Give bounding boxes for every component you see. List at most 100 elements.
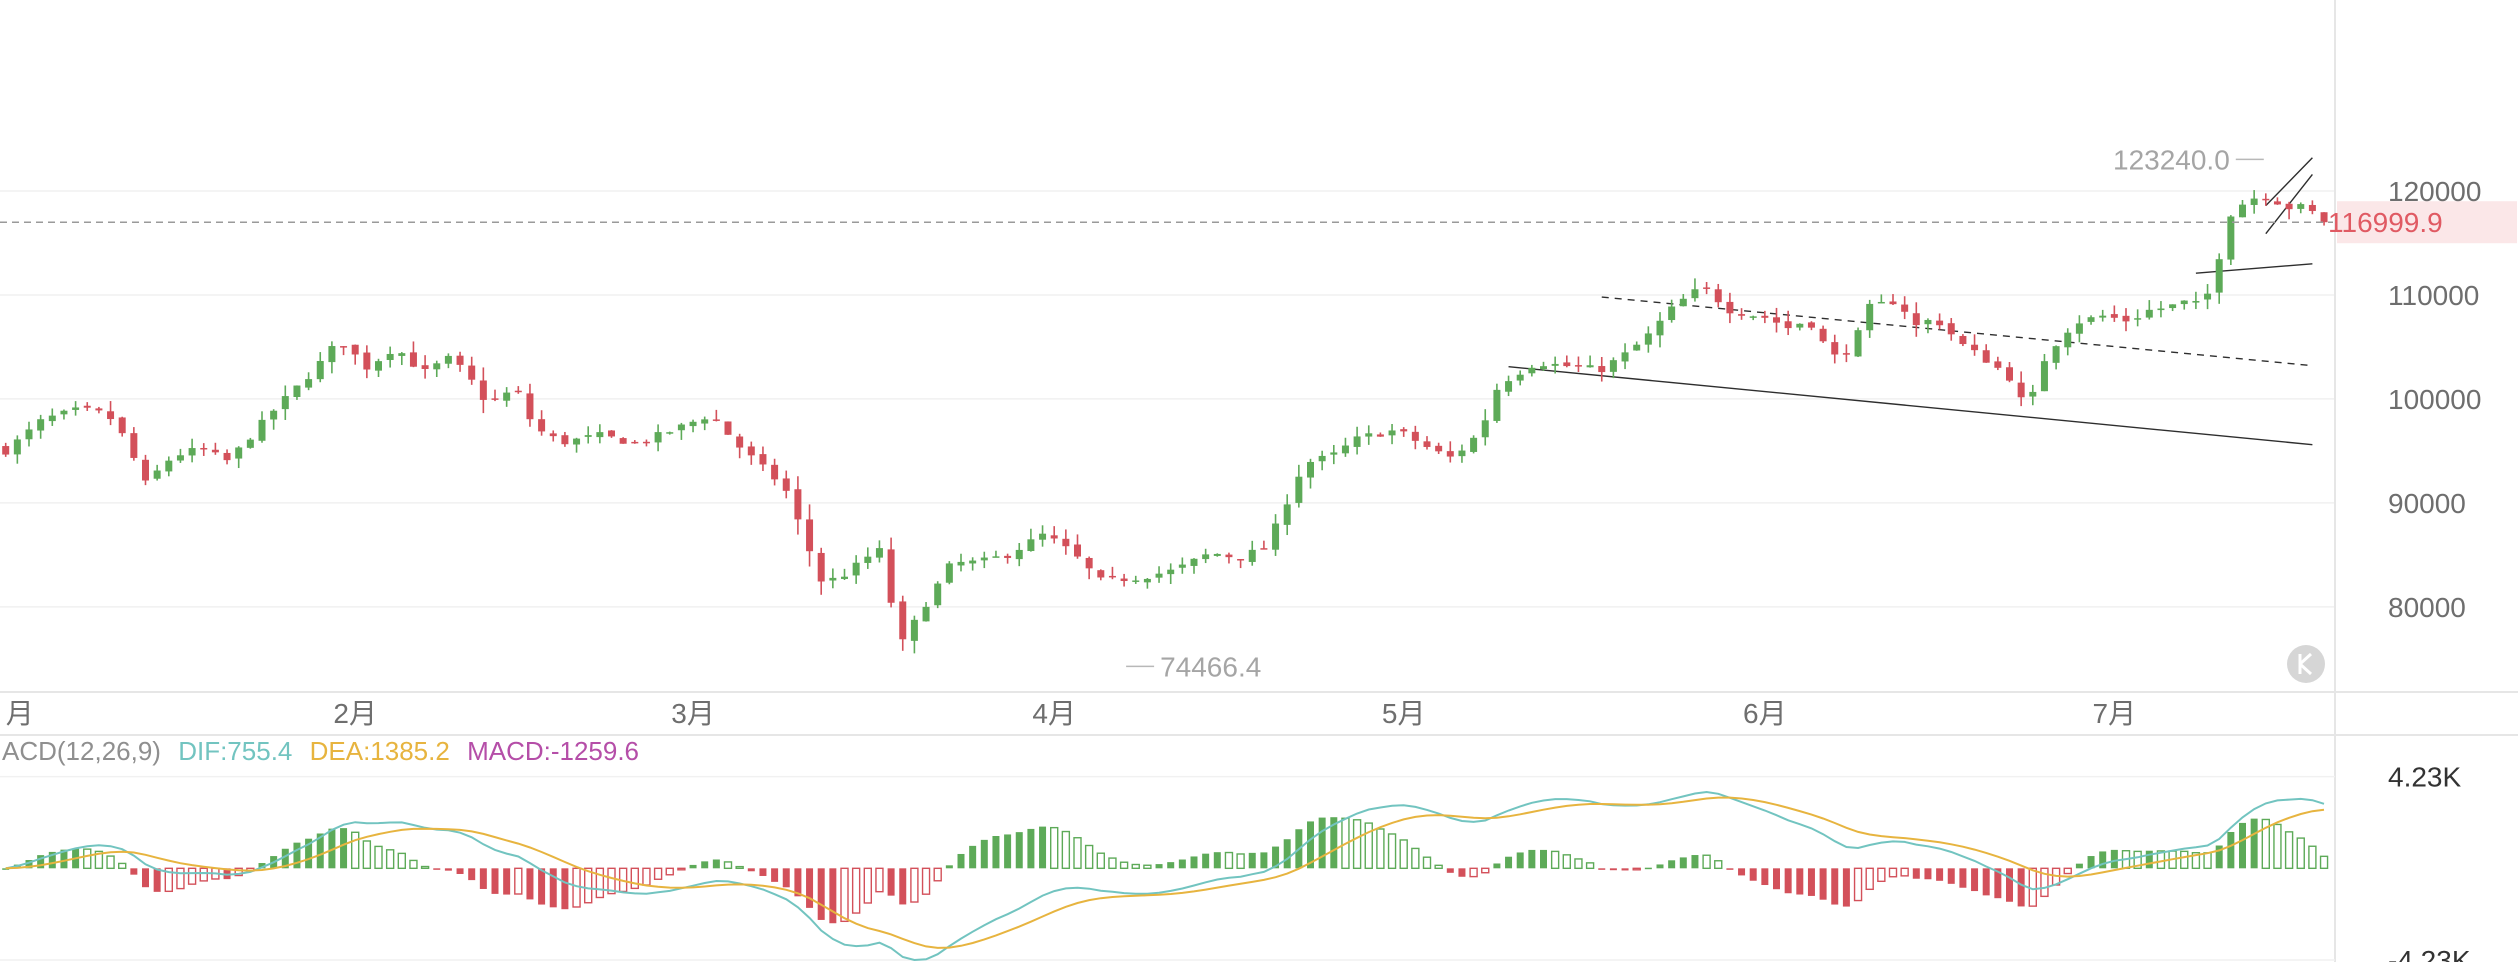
candle (1307, 458, 1314, 489)
candle-body (60, 410, 68, 415)
candle-body (1376, 434, 1384, 437)
macd-bar (1609, 868, 1617, 871)
candle (2075, 315, 2083, 343)
candle-body (2145, 309, 2153, 318)
candle-body (1936, 320, 1944, 326)
candle-body (1679, 298, 1687, 307)
macd-bar (2180, 850, 2189, 870)
candle (1143, 578, 1151, 589)
macd-legend: ACD(12,26,9) DIF:755.4 DEA:1385.2 MACD:-… (2, 736, 639, 766)
candle-body (25, 429, 33, 440)
macd-bar (1260, 852, 1268, 869)
macd-bar (456, 868, 464, 874)
candle-body (631, 441, 639, 444)
candle (1400, 427, 1408, 437)
candle-body (293, 385, 301, 397)
candle-body (1563, 362, 1571, 367)
candle-body (1307, 461, 1314, 478)
candle-body (2122, 315, 2130, 322)
macd-bar (2227, 831, 2235, 869)
candle-body (747, 446, 755, 456)
candle (596, 424, 604, 444)
candle-body (1423, 441, 1431, 447)
macd-bar (1155, 864, 1163, 869)
candle (1213, 553, 1221, 557)
candle-body (1551, 363, 1559, 366)
macd-bar (1411, 847, 1420, 870)
candle-body (398, 353, 406, 356)
candle-body (386, 353, 394, 361)
candle-body (1178, 564, 1186, 568)
candle-body (1050, 535, 1058, 539)
macd-legend-dea: DEA:1385.2 (310, 736, 450, 766)
macd-bar (117, 862, 127, 870)
macd-bar (1073, 837, 1082, 870)
candle (1155, 566, 1163, 583)
macd-bar (316, 833, 324, 869)
candle (922, 602, 930, 622)
candle-body (130, 433, 138, 458)
candle-body (514, 390, 522, 393)
candle-body (211, 449, 219, 453)
macd-bar (653, 867, 663, 880)
price-axis-label: 110000 (2388, 280, 2479, 311)
candle-body (1190, 558, 1198, 566)
candle-body (1272, 523, 1280, 550)
macd-bar (94, 850, 104, 870)
macd-bar (1202, 853, 1210, 869)
candle (2040, 353, 2048, 392)
candle (1633, 341, 1641, 351)
candle (211, 442, 219, 455)
macd-bar (1143, 864, 1152, 870)
macd-bar (1352, 819, 1362, 870)
candle-body (712, 419, 720, 421)
macd-bar (1924, 868, 1932, 880)
candle-body (2204, 293, 2212, 300)
candle-body (608, 430, 615, 437)
candle-body (759, 454, 767, 465)
candle (817, 547, 825, 595)
candle-body (1388, 430, 1396, 436)
candle (1866, 299, 1874, 338)
macd-bar (1807, 868, 1815, 896)
macd-bar (2110, 849, 2118, 869)
candle (934, 581, 942, 609)
candle-body (2180, 300, 2188, 305)
candle (689, 419, 697, 433)
candle-body (1225, 554, 1233, 558)
candle-body (1446, 451, 1454, 457)
candle (83, 402, 91, 411)
candle (2204, 284, 2212, 310)
macd-bar (1773, 868, 1780, 890)
candle-body (444, 355, 452, 364)
candle (491, 389, 499, 402)
candle (1621, 343, 1629, 370)
candle-body (1481, 420, 1489, 438)
candle-body (1773, 317, 1780, 323)
candle (642, 439, 650, 447)
candle-body (782, 478, 790, 491)
macd-bar (503, 868, 511, 895)
candle (1505, 375, 1513, 397)
candle-body (83, 405, 91, 408)
candle-body (1353, 436, 1361, 447)
candle (736, 433, 744, 459)
candle-body (1365, 433, 1373, 437)
macd-bar (2308, 845, 2317, 870)
candle-body (1586, 365, 1594, 368)
macd-bar (921, 867, 931, 895)
candle-body (1400, 429, 1408, 432)
candle-body (305, 379, 313, 388)
candle (608, 430, 615, 438)
candle-body (340, 346, 348, 348)
candle (2192, 291, 2200, 310)
time-axis-label: 7月 (2093, 698, 2137, 729)
candle (1353, 426, 1361, 455)
macd-bar (549, 868, 557, 908)
candle (2180, 300, 2188, 310)
candle (1178, 557, 1186, 574)
macd-lines (5, 790, 2325, 962)
candle-body (922, 606, 930, 622)
candle (631, 440, 639, 444)
candle (1446, 441, 1454, 463)
